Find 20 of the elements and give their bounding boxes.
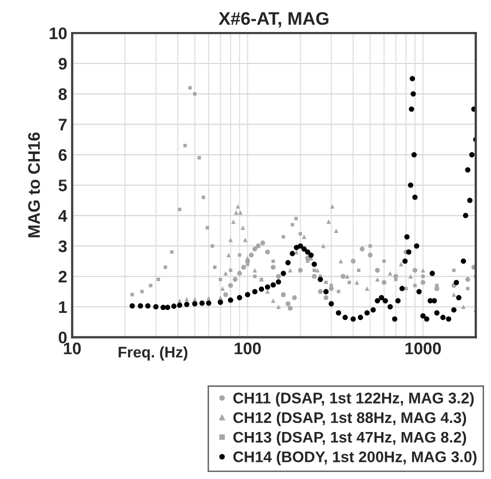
x-tick-label: 100 [234,342,261,354]
legend-label: CH14 (BODY, 1st 200Hz, MAG 3.0) [233,451,476,466]
y-tick-label: 3 [58,240,67,252]
legend-label: CH12 (DSAP, 1st 88Hz, MAG 4.3) [233,412,466,426]
chart-title: X#6-AT, MAG [218,12,328,28]
legend-label: CH11 (DSAP, 1st 122Hz, MAG 3.2) [233,392,474,406]
y-tick-label: 0 [58,332,67,344]
y-axis-title: MAG to CH16 [28,132,40,238]
legend-label: CH13 (DSAP, 1st 47Hz, MAG 8.2) [233,431,466,446]
y-tick-label: 4 [58,210,68,222]
y-tick-label: 7 [58,118,67,130]
y-tick-label: 10 [50,27,67,40]
y-tick-label: 6 [58,149,67,161]
x-tick-label: 1000 [405,342,441,354]
y-tick-label: 1 [59,301,67,313]
y-tick-label: 5 [58,180,67,192]
y-tick-label: 9 [58,58,67,70]
y-tick-label: 8 [58,88,67,100]
y-tick-label: 2 [58,270,67,282]
x-axis-title: Freq. (Hz) [118,346,188,361]
